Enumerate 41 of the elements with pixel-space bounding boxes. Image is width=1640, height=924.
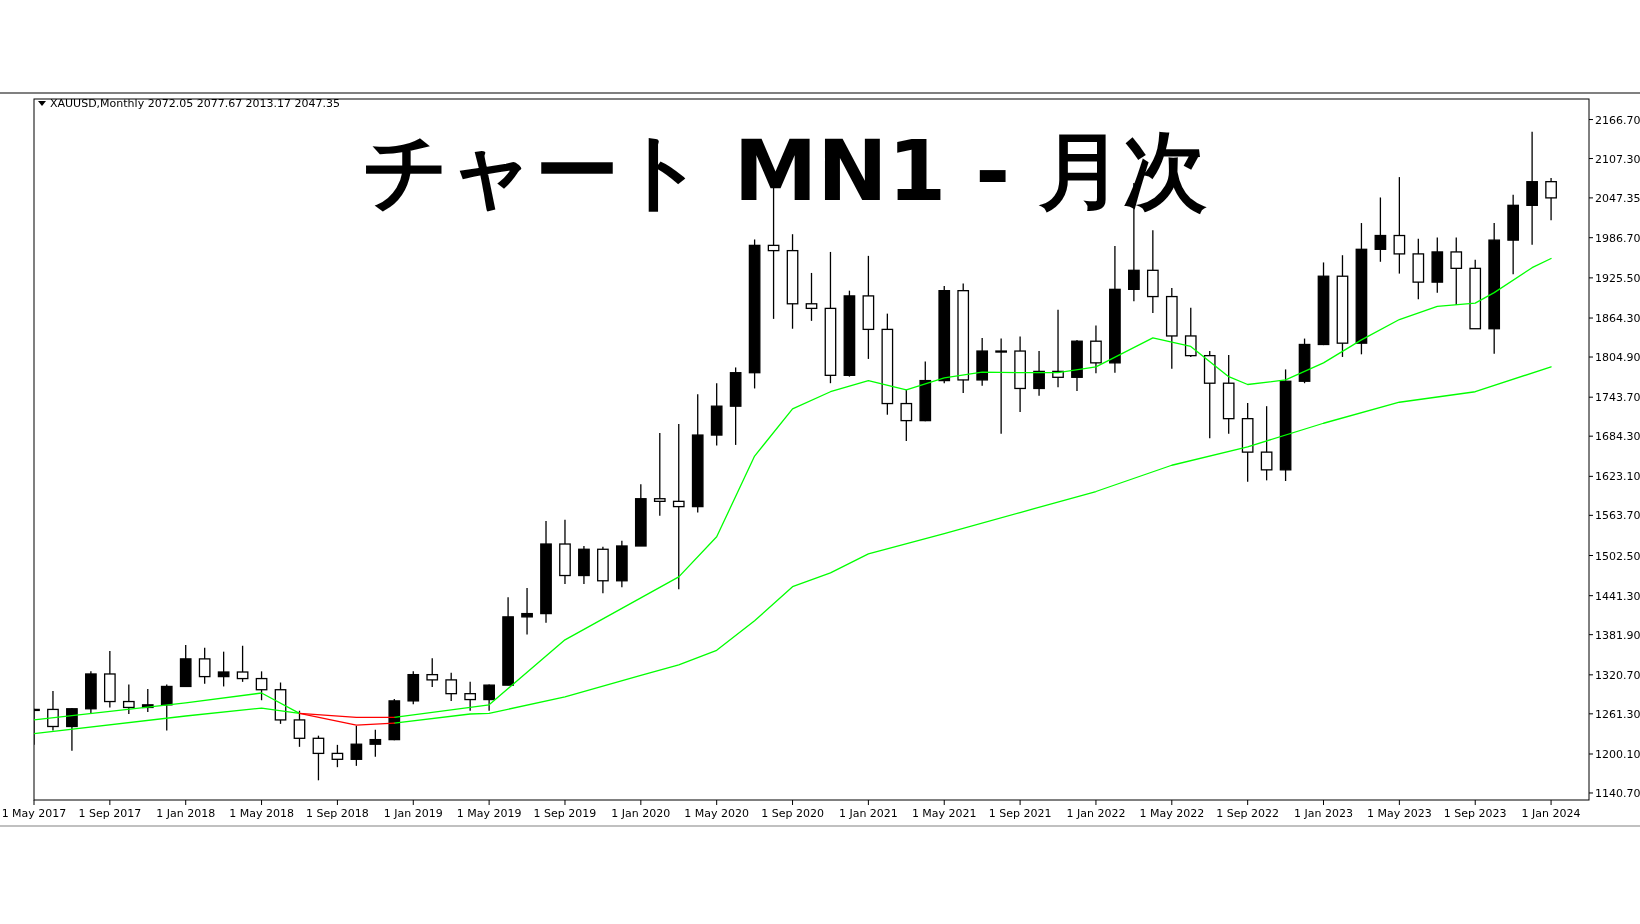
y-tick-label: 1261.30 [1595, 707, 1640, 721]
x-tick-label: 1 Sep 2020 [761, 807, 824, 820]
x-tick-label: 1 May 2020 [684, 807, 750, 820]
x-tick-label: 1 Jan 2020 [611, 807, 671, 820]
y-tick-label: 1200.10 [1595, 747, 1640, 761]
y-tick-label: 1684.30 [1595, 430, 1640, 444]
x-tick-label: 1 Jan 2019 [383, 807, 443, 820]
x-tick-label: 1 Jan 2022 [1066, 807, 1126, 820]
y-tick-label: 1381.90 [1595, 628, 1640, 642]
y-tick-label: 1563.70 [1595, 509, 1640, 523]
annotation: XAUUSD,Monthly 2072.05 2077.67 2013.17 2047.35 [50, 97, 341, 110]
y-tick-label: 1925.50 [1595, 271, 1640, 285]
x-tick-label: 1 May 2021 [911, 807, 977, 820]
chart-title: チャート MN1 - 月次 [362, 122, 1208, 220]
x-tick-label: 1 Sep 2022 [1216, 807, 1280, 820]
x-tick-label: 1 Sep 2017 [78, 807, 142, 820]
y-tick-label: 1502.50 [1595, 549, 1640, 563]
x-tick-label: 1 May 2017 [1, 807, 67, 820]
y-tick-label: 1986.70 [1595, 231, 1640, 245]
x-tick-label: 1 Jan 2018 [156, 807, 216, 820]
y-tick-label: 2107.30 [1595, 152, 1640, 166]
x-tick-label: 1 May 2018 [229, 807, 294, 820]
x-tick-label: 1 May 2022 [1139, 807, 1205, 820]
y-tick-label: 1140.70 [1595, 786, 1640, 800]
y-tick-label: 1864.30 [1595, 312, 1640, 326]
y-tick-label: 2047.35 [1595, 191, 1640, 205]
y-tick-label: 1320.70 [1595, 668, 1640, 682]
y-tick-label: 1623.10 [1595, 470, 1640, 484]
x-tick-label: 1 Jan 2023 [1294, 807, 1353, 820]
x-tick-label: 1 Sep 2018 [306, 807, 369, 820]
x-tick-label: 1 Sep 2023 [1443, 807, 1507, 820]
x-tick-label: 1 May 2023 [1367, 807, 1432, 820]
y-tick-label: 1804.90 [1595, 351, 1640, 365]
x-tick-label: 1 Sep 2019 [533, 807, 597, 820]
y-tick-label: 1743.70 [1595, 391, 1640, 405]
x-tick-label: 1 Jan 2024 [1521, 807, 1581, 820]
x-tick-label: 1 Jan 2021 [838, 807, 898, 820]
x-tick-label: 1 Sep 2021 [988, 807, 1052, 820]
y-tick-label: 2166.70 [1595, 113, 1640, 127]
x-tick-label: 1 May 2019 [456, 807, 522, 820]
y-tick-label: 1441.30 [1595, 589, 1640, 603]
